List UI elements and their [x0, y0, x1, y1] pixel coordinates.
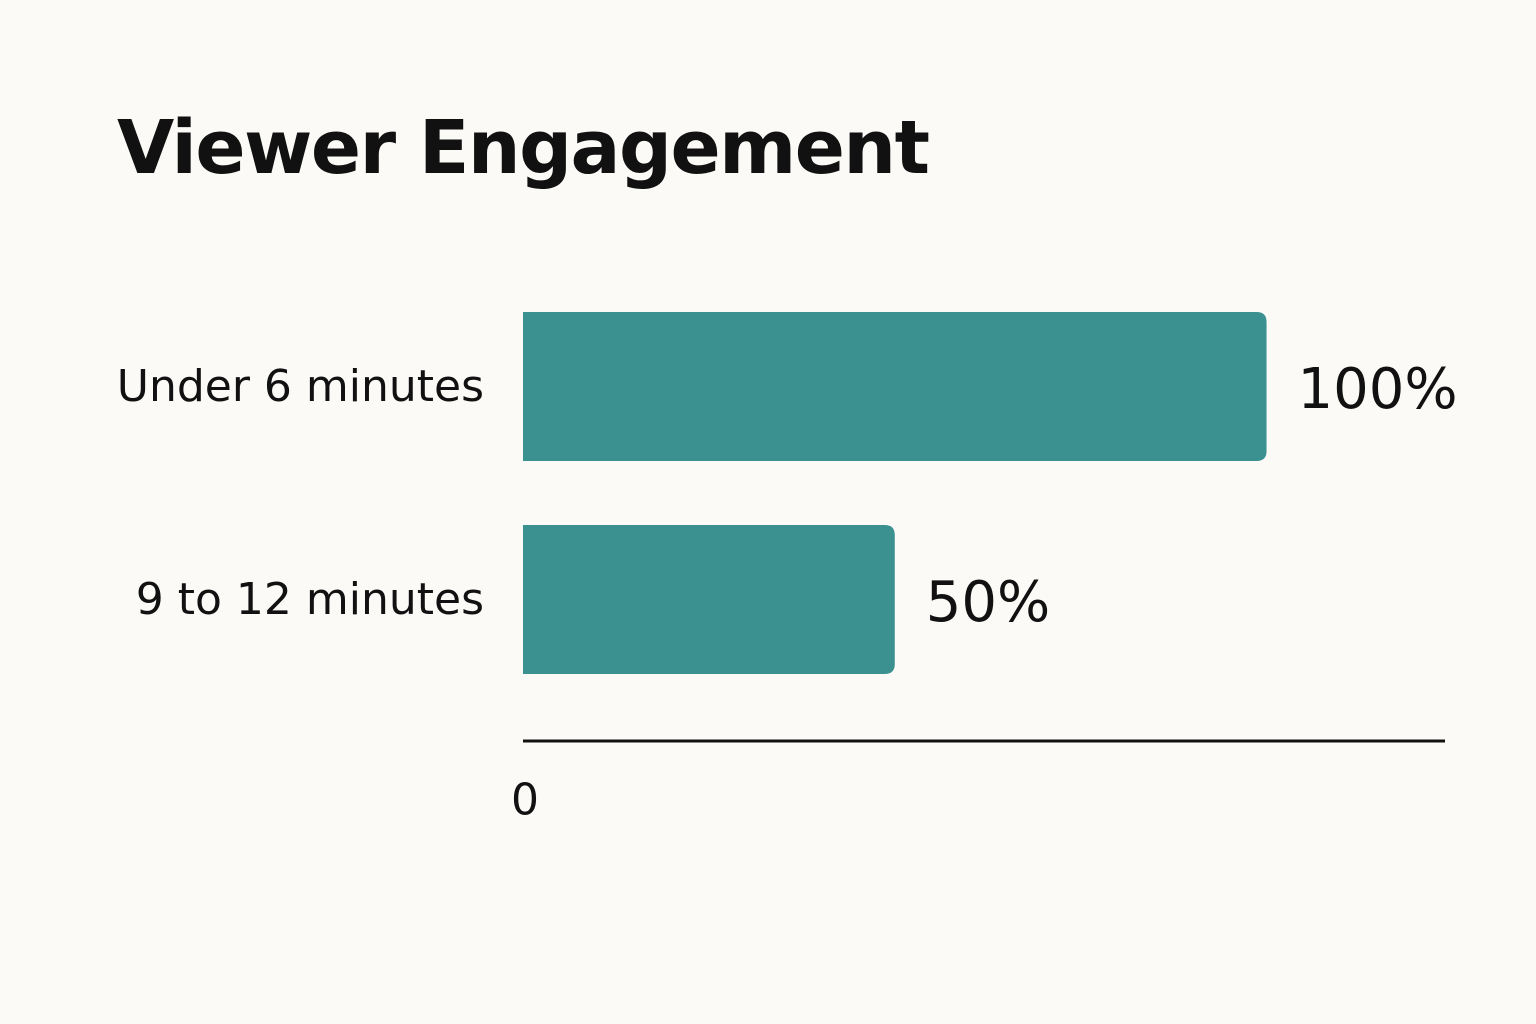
x-tick-label: 0: [511, 775, 539, 826]
chart-title: Viewer Engagement: [117, 105, 930, 191]
category-label: 9 to 12 minutes: [136, 574, 484, 625]
bar-2: [523, 525, 895, 674]
value-label: 50%: [926, 570, 1050, 635]
category-label: Under 6 minutes: [117, 361, 484, 412]
bar-1: [523, 312, 1267, 461]
value-label: 100%: [1298, 357, 1458, 422]
